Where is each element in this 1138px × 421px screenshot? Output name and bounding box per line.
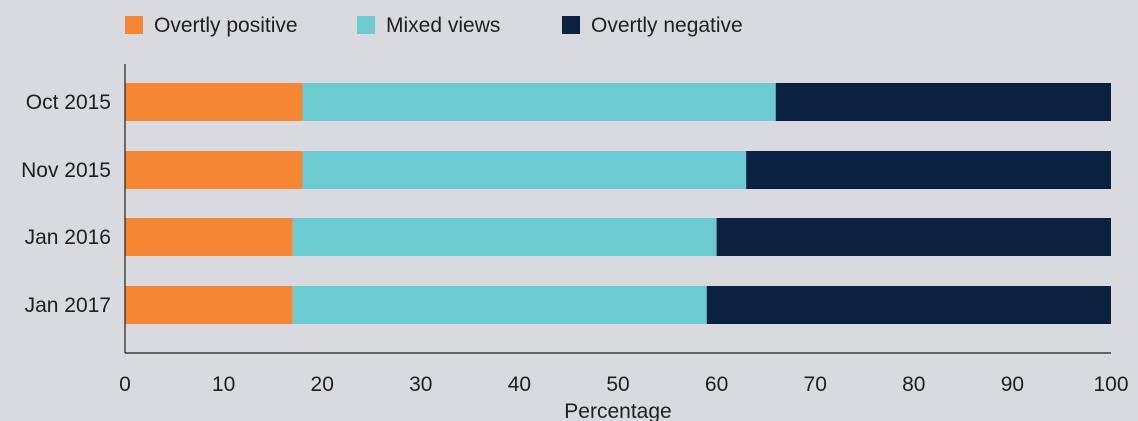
legend-swatch-overtly-positive	[125, 16, 143, 34]
x-tick-label: 100	[1093, 373, 1128, 396]
x-tick-label: 10	[212, 373, 235, 396]
y-axis-labels: Oct 2015 Nov 2015 Jan 2016 Jan 2017	[21, 91, 111, 317]
legend: Overtly positive Mixed views Overtly negat…	[125, 14, 743, 37]
bar-mixed-views-oct-2015	[302, 83, 776, 121]
bar-overtly-negative-nov-2015	[746, 151, 1111, 189]
bar-mixed-views-jan-2016	[292, 218, 717, 256]
bar-overtly-negative-jan-2017	[706, 286, 1111, 324]
x-tick-label: 40	[508, 373, 531, 396]
y-tick-label: Nov 2015	[21, 159, 111, 182]
bar-overtly-negative-oct-2015	[775, 83, 1111, 121]
x-tick-label: 20	[311, 373, 334, 396]
y-tick-label: Oct 2015	[26, 91, 111, 114]
x-axis-tick-labels: 0 10 20 30 40 50 60 70 80 90 100	[119, 373, 1128, 396]
x-tick-label: 0	[119, 373, 131, 396]
bar-overtly-negative-jan-2016	[716, 218, 1111, 256]
bar-overtly-positive-jan-2017	[125, 286, 293, 324]
x-tick-label: 30	[409, 373, 432, 396]
legend-label-mixed-views: Mixed views	[386, 14, 500, 37]
x-tick-label: 50	[606, 373, 629, 396]
y-tick-label: Jan 2017	[25, 294, 111, 317]
bar-mixed-views-jan-2017	[292, 286, 707, 324]
bar-mixed-views-nov-2015	[302, 151, 747, 189]
bar-overtly-positive-nov-2015	[125, 151, 303, 189]
y-tick-label: Jan 2016	[25, 226, 111, 249]
x-axis-title: Percentage	[564, 400, 671, 421]
bar-overtly-positive-jan-2016	[125, 218, 293, 256]
x-tick-label: 90	[1001, 373, 1024, 396]
axes	[124, 64, 1111, 354]
bar-overtly-positive-oct-2015	[125, 83, 303, 121]
legend-swatch-mixed-views	[357, 16, 375, 34]
legend-swatch-overtly-negative	[562, 16, 580, 34]
bars	[125, 83, 1111, 324]
legend-label-overtly-positive: Overtly positive	[154, 14, 298, 37]
x-tick-label: 80	[902, 373, 925, 396]
x-tick-label: 70	[804, 373, 827, 396]
x-tick-label: 60	[705, 373, 728, 396]
legend-label-overtly-negative: Overtly negative	[591, 14, 743, 37]
